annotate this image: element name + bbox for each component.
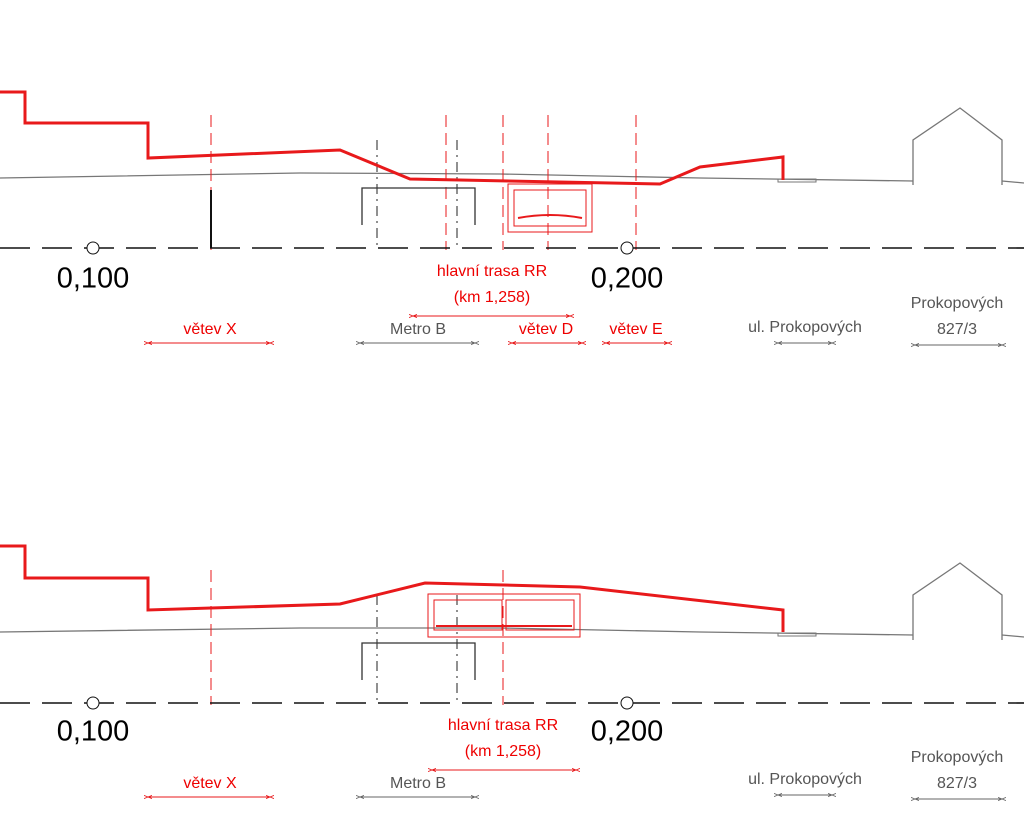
segment-label: Metro B (390, 321, 446, 338)
design-line (0, 90, 785, 186)
street-label: ul. Prokopových (748, 319, 862, 336)
street-mark (777, 632, 817, 637)
metro-structure (361, 187, 476, 225)
station-mark (86, 696, 100, 710)
ground-line (1001, 634, 1024, 638)
route-km: (km 1,258) (465, 743, 541, 760)
vertical-lines (210, 570, 504, 705)
station-label: 0,100 (57, 263, 130, 295)
tunnel-box (427, 593, 581, 638)
vertical-lines (210, 115, 637, 250)
panel-2: 0,100 0,200 hlavní trasa RR (km 1,258) v… (0, 544, 1024, 799)
segment-label: větev D (519, 321, 573, 338)
station-mark (620, 241, 634, 255)
metro-structure (361, 642, 476, 680)
building-name: Prokopových (911, 295, 1004, 312)
street-label: ul. Prokopových (748, 771, 862, 788)
design-line (0, 544, 785, 632)
segment-label: větev X (183, 321, 237, 338)
building (912, 107, 1003, 185)
tunnel-box (507, 183, 593, 233)
station-label: 0,100 (57, 716, 130, 748)
building-number: 827/3 (937, 775, 977, 792)
ground-line (1001, 180, 1024, 184)
street-mark (777, 178, 817, 183)
ground-line (0, 627, 914, 636)
route-name: hlavní trasa RR (448, 717, 558, 734)
route-km: (km 1,258) (454, 289, 530, 306)
panel-1: 0,100 0,200 hlavní trasa RR (km 1,258) v… (0, 90, 1024, 345)
station-mark (620, 696, 634, 710)
station-label: 0,200 (591, 263, 664, 295)
route-name: hlavní trasa RR (437, 263, 547, 280)
station-label: 0,200 (591, 716, 664, 748)
ground-line (0, 172, 914, 182)
segment-label: větev X (183, 775, 237, 792)
station-mark (86, 241, 100, 255)
building-number: 827/3 (937, 321, 977, 338)
segment-label: Metro B (390, 775, 446, 792)
building (912, 562, 1003, 640)
segment-label: větev E (609, 321, 662, 338)
building-name: Prokopových (911, 749, 1004, 766)
